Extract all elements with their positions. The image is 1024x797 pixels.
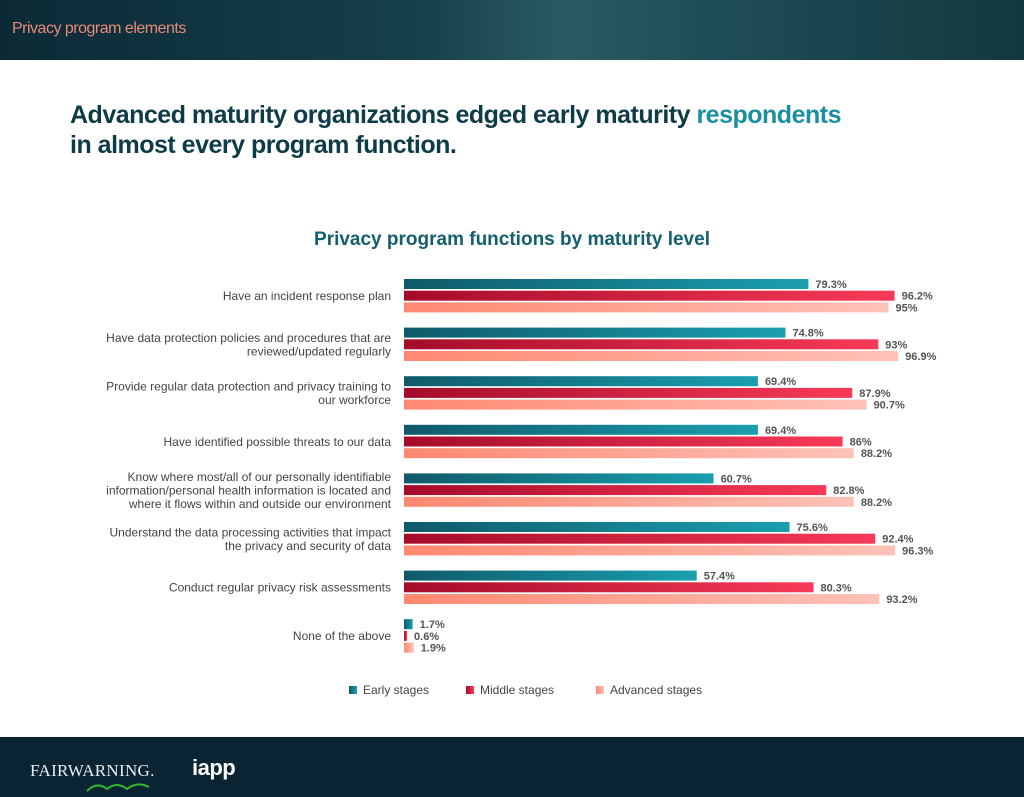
bar-middle-stages <box>404 290 895 301</box>
legend-swatch <box>466 686 474 694</box>
data-label: 74.8% <box>792 328 823 340</box>
category-label: where it flows within and outside our en… <box>128 497 392 511</box>
data-label: 95% <box>896 302 918 314</box>
data-label: 88.2% <box>861 448 892 460</box>
data-label: 69.4% <box>765 376 796 388</box>
bar-advanced-stages <box>404 545 896 556</box>
data-label: 1.9% <box>421 643 446 655</box>
data-label: 80.3% <box>821 582 852 594</box>
data-label: 93.2% <box>886 594 917 606</box>
legend-swatch <box>349 686 357 694</box>
data-label: 90.7% <box>874 400 905 412</box>
bar-early-stages <box>404 424 758 435</box>
chart-title: Privacy program functions by maturity le… <box>314 229 710 250</box>
category-label: Understand the data processing activitie… <box>110 525 392 539</box>
data-label: 69.4% <box>765 425 796 437</box>
bar-middle-stages <box>404 436 843 447</box>
data-label: 92.4% <box>882 534 913 546</box>
headline-part2: respondents <box>690 101 841 129</box>
bar-middle-stages <box>404 387 853 398</box>
bar-early-stages <box>404 619 413 630</box>
bar-advanced-stages <box>404 302 889 313</box>
data-label: 82.8% <box>833 485 864 497</box>
data-label: 1.7% <box>420 619 445 631</box>
category-label: information/personal health information … <box>106 483 391 497</box>
category-label: Provide regular data protection and priv… <box>106 379 391 393</box>
legend-label: Early stages <box>363 683 429 697</box>
bar-early-stages <box>404 376 758 387</box>
bar-early-stages <box>404 570 697 581</box>
iapp-logo: iapp <box>192 755 236 780</box>
data-label: 57.4% <box>704 571 735 583</box>
bar-early-stages <box>404 473 714 484</box>
data-label: 79.3% <box>815 279 846 291</box>
data-label: 96.9% <box>905 351 936 363</box>
category-label: our workforce <box>318 393 391 407</box>
bar-middle-stages <box>404 582 814 593</box>
data-label: 93% <box>885 339 907 351</box>
data-label: 0.6% <box>414 631 439 643</box>
data-label: 96.2% <box>902 291 933 303</box>
category-label: Have an incident response plan <box>223 289 391 303</box>
data-label: 87.9% <box>859 388 890 400</box>
footer: FAIRWARNING. iapp <box>0 737 1024 797</box>
headline: Advanced maturity organizations edged ea… <box>70 100 970 160</box>
headline-part1: Advanced maturity organizations edged ea… <box>70 101 691 129</box>
bar-chart: Have an incident response plan 79.3% 96.2%… <box>106 279 937 697</box>
bar-advanced-stages <box>404 399 867 410</box>
bar-advanced-stages <box>404 642 414 653</box>
bar-advanced-stages <box>404 594 880 604</box>
fairwarning-logo: FAIRWARNING. <box>30 761 155 792</box>
legend-label: Advanced stages <box>610 683 702 697</box>
legend-label: Middle stages <box>480 683 554 697</box>
category-label: Conduct regular privacy risk assessments <box>169 581 391 595</box>
data-label: 60.7% <box>721 473 752 485</box>
section-title: Privacy program elements <box>12 20 186 37</box>
category-label: Have data protection policies and proced… <box>106 331 391 345</box>
bar-advanced-stages <box>404 351 899 361</box>
bar-advanced-stages <box>404 496 854 507</box>
legend-swatch <box>596 686 604 694</box>
bar-middle-stages <box>404 339 879 350</box>
data-label: 86% <box>850 437 872 449</box>
bar-middle-stages <box>404 485 827 496</box>
bar-middle-stages <box>404 533 876 544</box>
bar-early-stages <box>404 327 786 338</box>
category-label: the privacy and security of data <box>225 539 391 553</box>
category-label: Know where most/all of our personally id… <box>128 470 392 484</box>
category-label: Have identified possible threats to our … <box>164 435 392 449</box>
bar-early-stages <box>404 522 790 532</box>
category-label: None of the above <box>293 629 391 643</box>
header-banner: Privacy program elements <box>0 0 1024 60</box>
data-label: 88.2% <box>861 497 892 509</box>
bar-early-stages <box>404 279 809 289</box>
bar-advanced-stages <box>404 448 854 459</box>
bar-middle-stages <box>404 630 408 641</box>
headline-line2: in almost every program function. <box>70 131 457 159</box>
data-label: 96.3% <box>902 545 933 557</box>
category-label: reviewed/updated regularly <box>247 344 391 358</box>
data-label: 75.6% <box>797 522 828 534</box>
